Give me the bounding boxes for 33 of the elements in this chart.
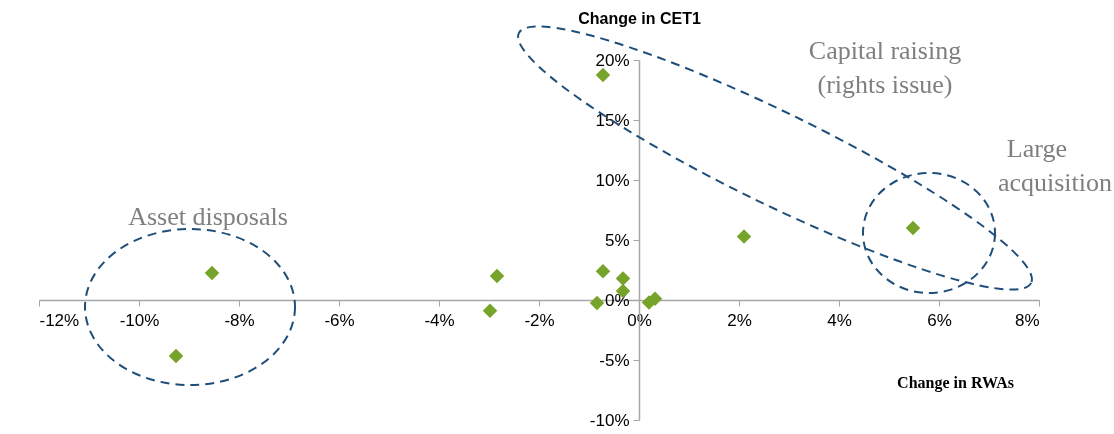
annotation: Asset disposals [128, 202, 288, 231]
x-tick-label: 4% [827, 310, 852, 330]
x-tick-label: 6% [927, 310, 952, 330]
x-axis-title: Change in RWAs [897, 373, 1014, 392]
x-tick-label: -12% [39, 310, 80, 330]
point [168, 348, 184, 364]
x-tick-label: -2% [524, 310, 555, 330]
y-tick-label: 5% [604, 230, 630, 250]
annotation: Capital raising (rights issue) [808, 36, 962, 99]
x-tick-label: 8% [1014, 310, 1040, 330]
y-tick-label: 10% [595, 170, 630, 190]
x-tick-label: -4% [424, 310, 455, 330]
point [482, 303, 498, 319]
x-tick-label: -10% [119, 310, 160, 330]
x-tick-label: -8% [224, 310, 255, 330]
point [736, 229, 752, 244]
point [905, 220, 921, 236]
point [615, 271, 631, 286]
x-tick-label: 2% [727, 310, 752, 330]
y-tick-label: -10% [589, 410, 630, 430]
y-tick-label: 0% [604, 290, 630, 310]
x-tick-label: -6% [324, 310, 355, 330]
point [204, 265, 220, 281]
point [589, 295, 605, 311]
y-axis-title: Change in CET1 [578, 9, 701, 27]
x-tick-label: 0% [627, 310, 652, 330]
y-tick-label: -5% [599, 350, 630, 370]
y-tick-label: 20% [595, 50, 630, 70]
point [595, 67, 611, 83]
point [595, 263, 611, 279]
point [489, 268, 505, 284]
annotation: Large acquisition [997, 134, 1112, 197]
y-tick-label: 15% [595, 110, 630, 130]
